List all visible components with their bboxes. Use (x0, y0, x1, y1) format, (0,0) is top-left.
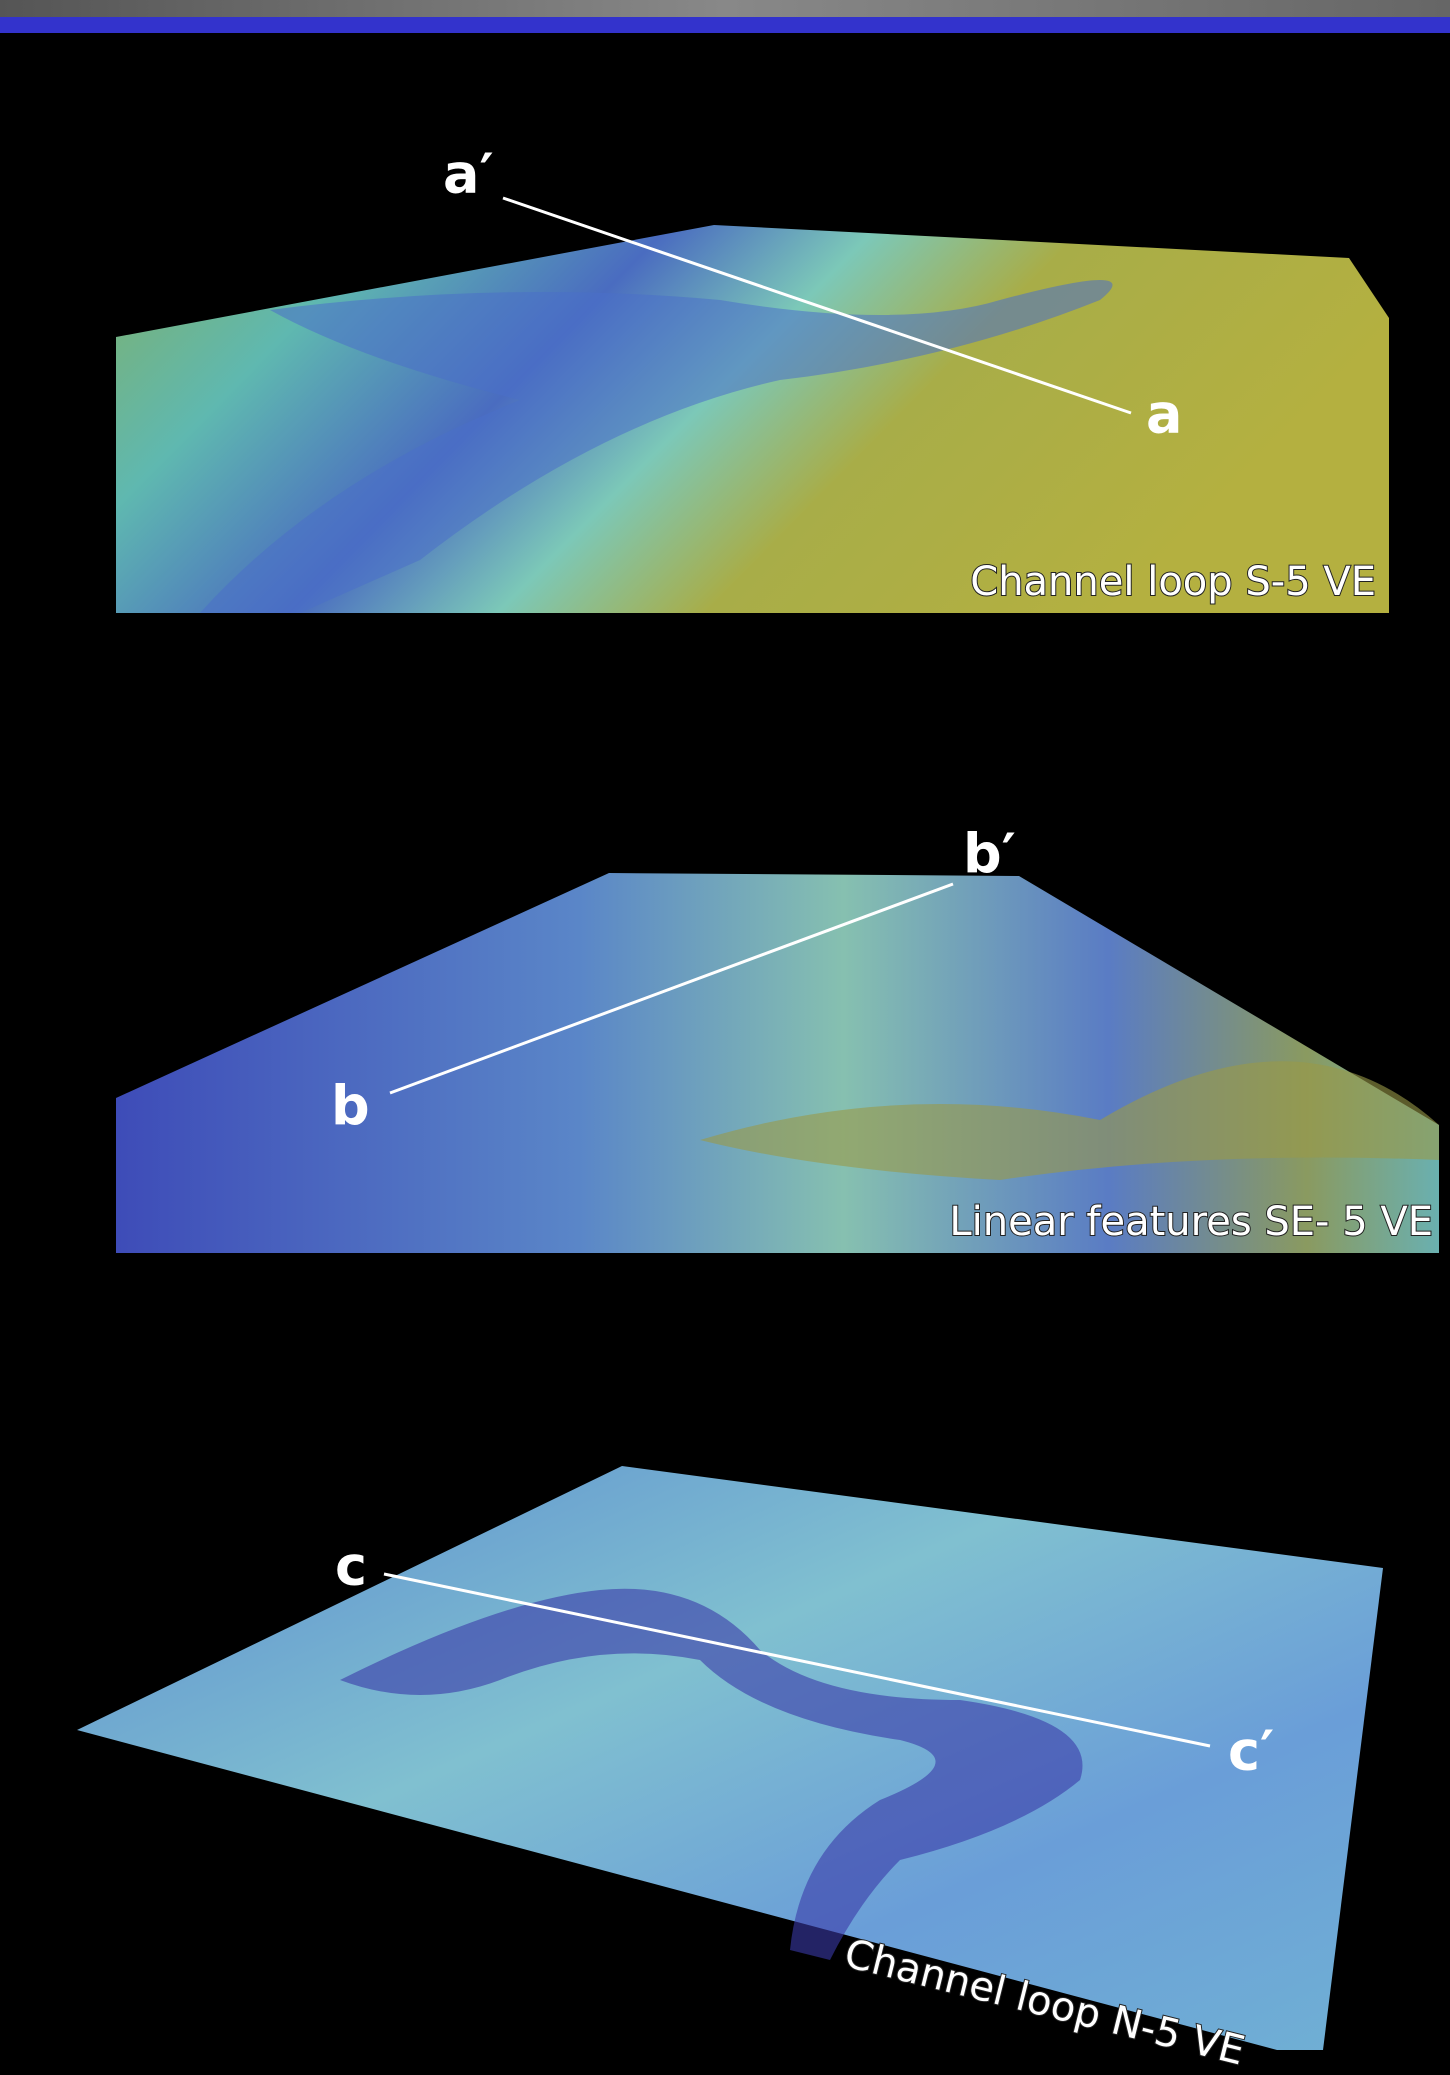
header-bar (0, 0, 1450, 17)
profile-line (389, 882, 954, 1095)
profile-label: c′ (1228, 1720, 1274, 1783)
profile-label: c (335, 1535, 367, 1598)
profile-label: a (1146, 383, 1182, 446)
profile-label: b (331, 1075, 370, 1138)
profile-line (383, 1572, 1211, 1748)
caption: Linear features SE- 5 VE (949, 1199, 1433, 1245)
profile-label: a′ (443, 143, 494, 206)
caption: Channel loop S-5 VE (970, 559, 1376, 605)
terrain-panel-1 (116, 225, 1389, 613)
terrain-panel-2 (116, 873, 1439, 1253)
profile-label: b′ (963, 823, 1016, 886)
header-stripe (0, 17, 1450, 33)
profile-line (502, 196, 1132, 415)
terrain-panel-3 (77, 1466, 1383, 2050)
